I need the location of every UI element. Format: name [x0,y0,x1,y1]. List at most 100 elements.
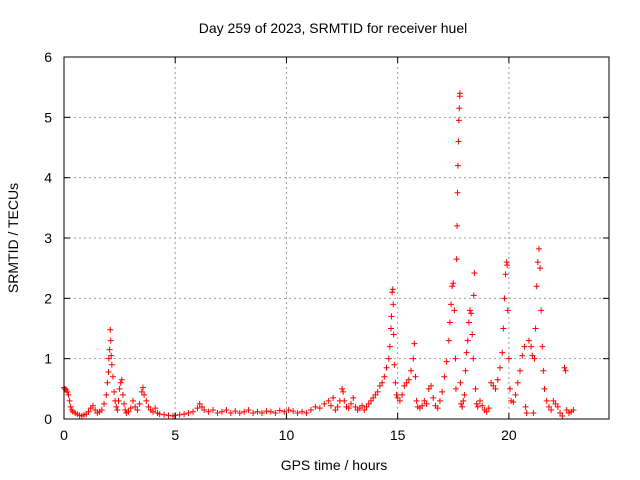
data-point [299,408,306,415]
data-point [539,343,546,350]
data-point [463,349,470,356]
data-point [390,301,397,308]
data-point [473,400,480,407]
data-point [108,361,115,368]
data-point [307,406,314,413]
data-point [107,337,114,344]
data-point [64,388,71,395]
y-tick-label: 5 [44,109,52,125]
grid-lines [64,57,609,419]
y-tick-label: 1 [44,351,52,367]
x-tick-label: 10 [279,427,295,443]
data-point [113,403,120,410]
data-point [316,405,323,412]
data-point [376,382,383,389]
data-point [470,355,477,362]
data-point [281,408,288,415]
data-point [456,105,463,112]
data-point [125,408,132,415]
data-point [250,409,257,416]
data-point [562,367,569,374]
data-point [383,364,390,371]
y-tick-label: 4 [44,170,52,186]
data-point [111,388,118,395]
data-point [312,403,319,410]
data-point [340,388,347,395]
data-point [469,331,476,338]
data-point [412,373,419,380]
data-point [532,325,539,332]
data-point [399,391,406,398]
data-point [439,388,446,395]
data-point [89,402,96,409]
data-point [410,355,417,362]
data-point [476,397,483,404]
data-point [106,346,113,353]
data-point [557,409,564,416]
data-point [455,117,462,124]
data-point [176,411,183,418]
data-point [391,361,398,368]
x-tick-labels: 0 5 10 15 20 [60,427,517,443]
x-tick-label: 0 [60,427,68,443]
data-point [405,376,412,383]
data-point [181,411,188,418]
data-point [554,403,561,410]
y-tick-label: 3 [44,230,52,246]
data-point [121,400,128,407]
data-point [379,379,386,386]
data-point [401,382,408,389]
data-point [528,343,535,350]
data-point [504,307,511,314]
data-point [104,379,111,386]
data-point [425,385,432,392]
data-point [134,406,141,413]
data-point [453,256,460,263]
data-point [505,355,512,362]
data-point [303,409,310,416]
data-point [161,411,168,418]
data-point [459,403,466,410]
data-point [522,403,529,410]
data-point [165,412,172,419]
data-point [363,403,370,410]
data-point [456,90,463,97]
data-point [341,397,348,404]
data-point [139,384,146,391]
data-point [267,408,274,415]
data-point [419,402,426,409]
data-point [514,379,521,386]
data-point [413,397,420,404]
data-point [62,385,69,392]
x-tick-label: 5 [171,427,179,443]
data-point [156,411,163,418]
data-point [460,397,467,404]
data-point [258,409,265,416]
data-point [430,394,437,401]
data-point [534,259,541,266]
data-point [570,406,577,413]
data-point [136,400,143,407]
data-point [190,408,197,415]
data-point [116,385,123,392]
data-point [531,355,538,362]
data-point [114,406,121,413]
data-point [272,409,279,416]
data-point [396,397,403,404]
data-point [198,403,205,410]
data-point [525,337,532,344]
data-point [454,189,461,196]
y-tick-label: 6 [44,49,52,65]
data-point [321,400,328,407]
data-point [334,403,341,410]
data-point [466,307,473,314]
data-point [479,402,486,409]
data-point [403,379,410,386]
data-point [408,367,415,374]
data-point [367,397,374,404]
x-axis-label: GPS time / hours [281,457,388,473]
data-point [502,271,509,278]
data-point [339,385,346,392]
x-tick-label: 15 [390,427,406,443]
